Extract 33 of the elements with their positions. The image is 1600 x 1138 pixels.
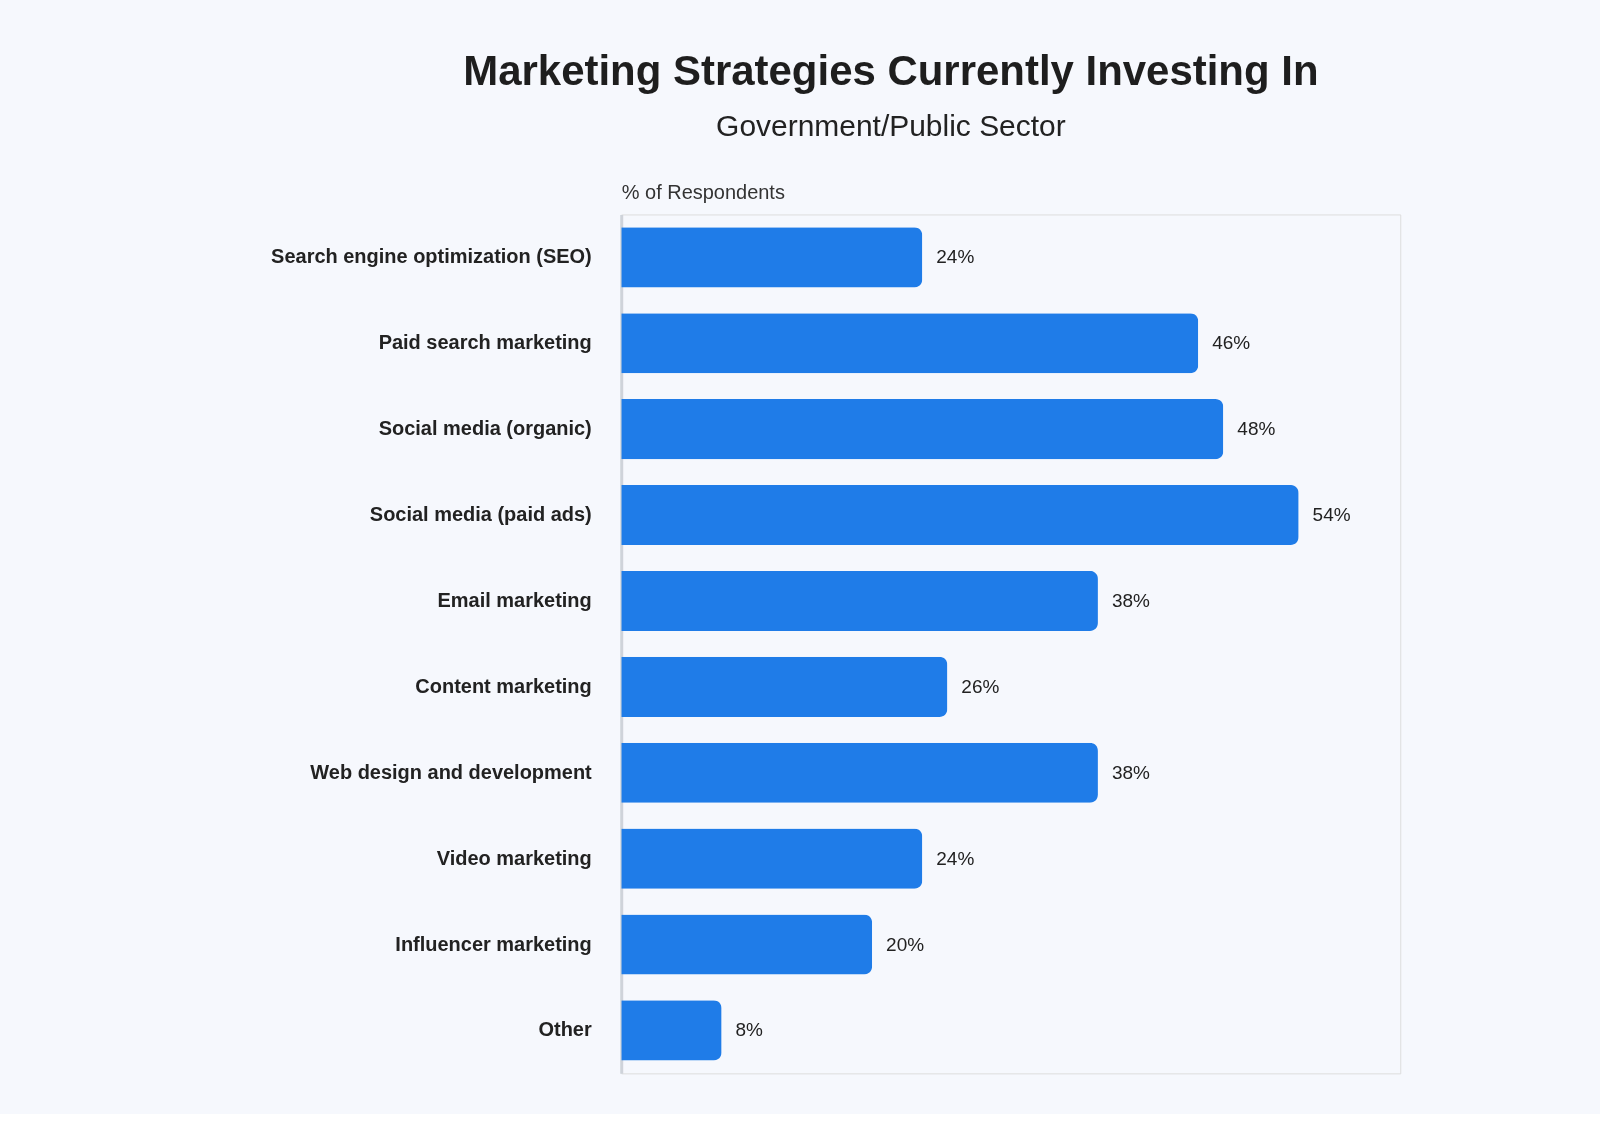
bar: [621, 828, 923, 889]
bar: [621, 484, 1299, 546]
y-tick-label: Content marketing: [415, 674, 592, 697]
y-tick-label: Paid search marketing: [378, 331, 592, 354]
bar: [621, 570, 1098, 632]
data-label: 38%: [1111, 761, 1150, 783]
bar: [621, 313, 1199, 374]
y-tick-label: Influencer marketing: [395, 932, 592, 955]
data-label: 48%: [1237, 418, 1276, 440]
data-label: 46%: [1212, 332, 1251, 354]
bar: [621, 1000, 722, 1061]
y-tick-label: Search engine optimization (SEO): [271, 245, 592, 268]
bar: [621, 742, 1098, 803]
bar: [621, 227, 923, 288]
data-label: 24%: [936, 847, 975, 869]
data-label: 54%: [1312, 504, 1351, 526]
chart-subtitle: Government/Public Sector: [716, 108, 1066, 142]
y-tick-label: Video marketing: [436, 846, 592, 869]
data-label: 20%: [886, 933, 925, 955]
data-label: 38%: [1111, 589, 1150, 611]
data-label: 24%: [936, 246, 975, 268]
data-label: 26%: [961, 675, 1000, 697]
y-tick-label: Other: [538, 1018, 592, 1041]
chart-title: Marketing Strategies Currently Investing In: [463, 46, 1319, 94]
x-axis-title: % of Respondents: [621, 180, 785, 203]
y-tick-label: Social media (organic): [378, 417, 592, 440]
y-tick-label: Social media (paid ads): [369, 503, 592, 526]
bar: [621, 914, 873, 975]
data-label: 8%: [735, 1019, 764, 1041]
y-tick-label: Email marketing: [437, 588, 592, 611]
bar: [621, 656, 948, 717]
y-tick-label: Web design and development: [310, 760, 593, 783]
bar: [621, 399, 1224, 460]
